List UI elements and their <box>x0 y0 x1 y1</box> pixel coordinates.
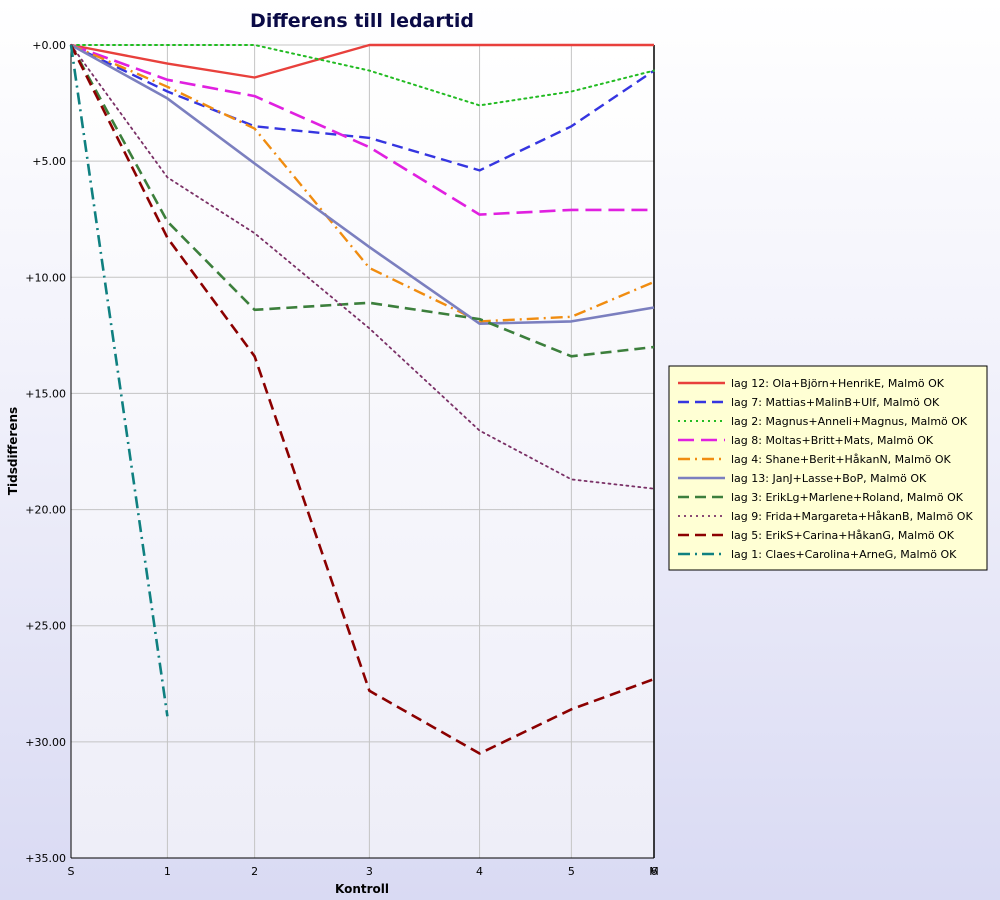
legend-label: lag 2: Magnus+Anneli+Magnus, Malmö OK <box>731 415 968 428</box>
x-tick-label: M <box>649 865 659 878</box>
y-tick-label: +30.00 <box>25 736 66 749</box>
y-axis-ticks: +0.00 +5.00 +10.00 +15.00 +20.00 +25.00 +30.00… <box>25 39 66 865</box>
series-line-10 <box>69 44 169 717</box>
x-tick-label: 3 <box>366 865 373 878</box>
x-tick-label: 2 <box>251 865 258 878</box>
legend-label: lag 7: Mattias+MalinB+Ulf, Malmö OK <box>731 396 940 409</box>
x-axis-ticks: S 1 2 3 4 5 M6 <box>68 865 659 878</box>
y-tick-label: +20.00 <box>25 504 66 517</box>
series-line-4 <box>70 43 654 216</box>
y-axis-title: Tidsdifferens <box>6 407 20 495</box>
y-tick-label: +35.00 <box>25 852 66 865</box>
series-line-8 <box>70 44 655 490</box>
series-layer <box>69 43 655 755</box>
y-tick-label: +10.00 <box>25 271 66 284</box>
chart-title: Differens till ledartid <box>250 10 474 32</box>
x-axis-title: Kontroll <box>335 882 389 896</box>
y-tick-label: +15.00 <box>25 387 66 400</box>
plot-background <box>71 45 654 858</box>
legend-label: lag 4: Shane+Berit+HåkanN, Malmö OK <box>731 453 952 466</box>
series-line-9 <box>69 44 655 755</box>
x-tick-label: S <box>68 865 75 878</box>
series-line-2 <box>70 43 655 172</box>
series-line-7 <box>69 44 655 358</box>
plot-area <box>70 44 655 859</box>
series-line-5 <box>70 43 655 323</box>
legend-label: lag 5: ErikS+Carina+HåkanG, Malmö OK <box>731 529 955 542</box>
legend: lag 12: Ola+Björn+HenrikE, Malmö OK lag 7… <box>668 365 988 571</box>
x-tick-label: 1 <box>164 865 171 878</box>
series-line-1 <box>70 43 654 79</box>
series-line-3 <box>70 44 655 107</box>
x-tick-label: 5 <box>568 865 575 878</box>
y-tick-label: +0.00 <box>32 39 66 52</box>
y-tick-label: +25.00 <box>25 620 66 633</box>
series-line-6 <box>70 43 655 326</box>
x-tick-label-overlap: 6 <box>651 865 658 878</box>
legend-label: lag 9: Frida+Margareta+HåkanB, Malmö OK <box>731 510 973 523</box>
y-tick-label: +5.00 <box>32 155 66 168</box>
legend-label: lag 1: Claes+Carolina+ArneG, Malmö OK <box>731 548 957 561</box>
legend-label: lag 8: Moltas+Britt+Mats, Malmö OK <box>731 434 934 447</box>
legend-label: lag 12: Ola+Björn+HenrikE, Malmö OK <box>731 377 945 390</box>
x-tick-label: 4 <box>476 865 483 878</box>
legend-label: lag 3: ErikLg+Marlene+Roland, Malmö OK <box>731 491 964 504</box>
legend-label: lag 13: JanJ+Lasse+BoP, Malmö OK <box>731 472 927 485</box>
